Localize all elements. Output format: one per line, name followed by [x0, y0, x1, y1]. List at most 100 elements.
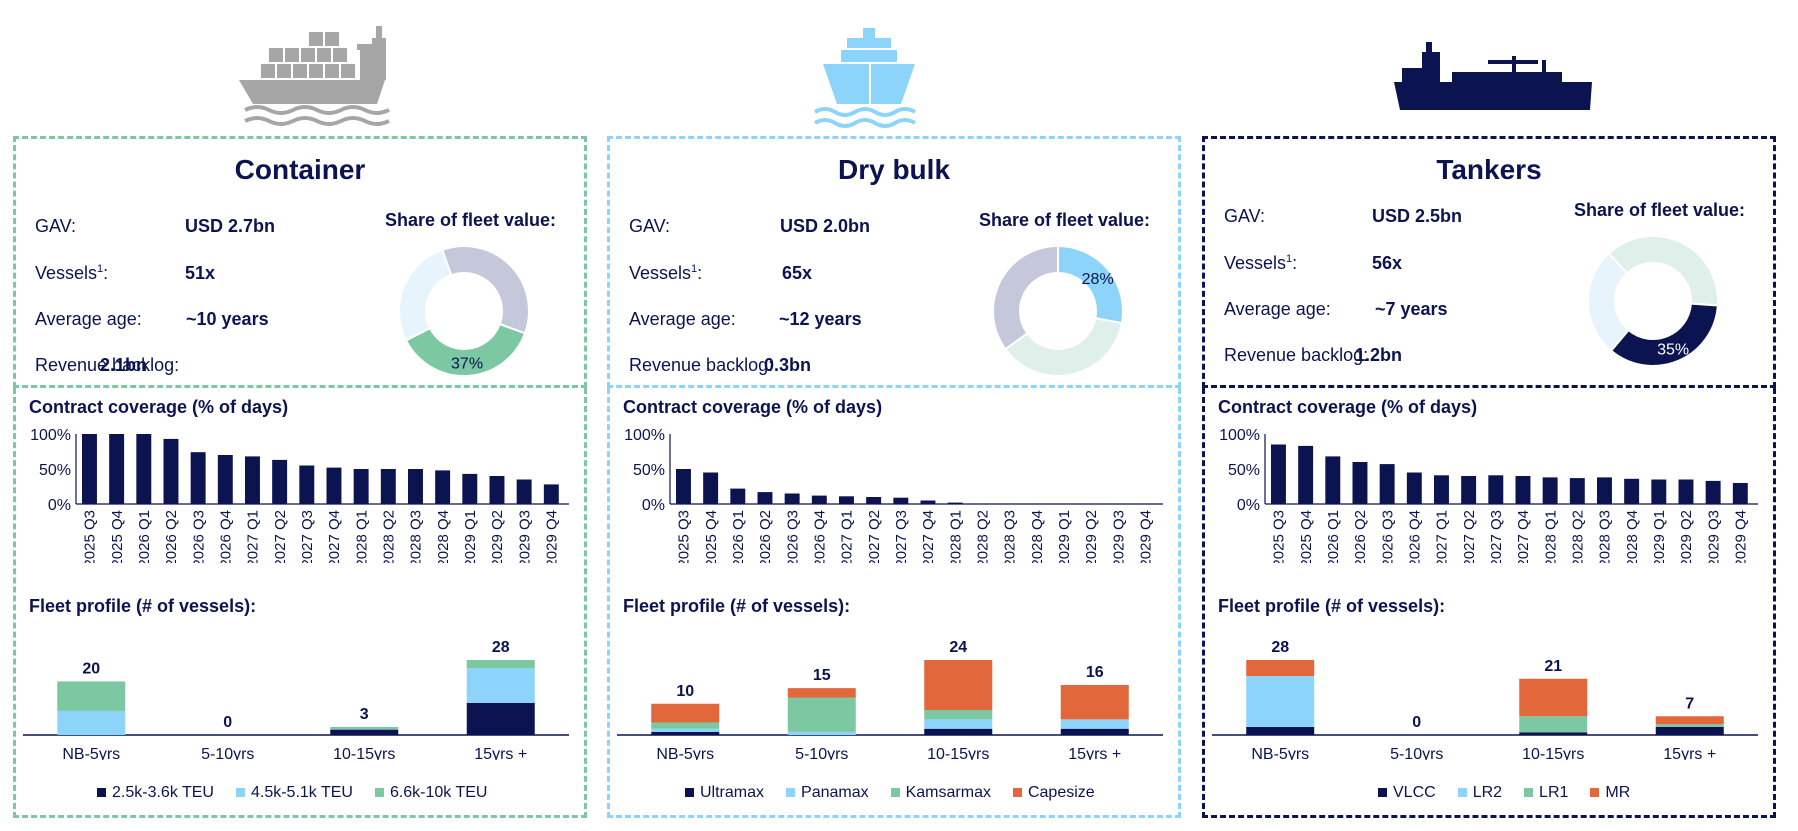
fleet-legend: VLCC LR2 LR1 MR	[1378, 784, 1652, 802]
coverage-bar	[435, 470, 451, 504]
fleet-bar-segment	[330, 729, 399, 735]
fleet-bar-segment	[466, 668, 535, 703]
gav-label: GAV:	[35, 216, 77, 236]
fleet-bar-segment	[787, 731, 856, 735]
legend-swatch	[374, 787, 384, 797]
legend-item: Kamsarmax	[890, 784, 991, 801]
vessels-colon: :	[1292, 253, 1298, 273]
legend-swatch	[890, 787, 900, 797]
footnote-marker: 1	[1286, 253, 1293, 265]
fleet-total-label: 0	[223, 714, 232, 731]
age-label: Average age:	[1224, 299, 1331, 319]
y-tick-label: 0%	[642, 497, 665, 514]
fleet-bar-segment	[1519, 732, 1588, 735]
coverage-bar	[784, 493, 800, 504]
legend-label: Panamax	[801, 784, 869, 801]
legend-swatch	[97, 787, 106, 797]
coverage-bar	[1515, 476, 1531, 504]
x-tick-label: 2029 Q1	[1056, 510, 1073, 563]
legend-item: Panamax	[786, 784, 869, 801]
fleet-category-label: 10-15yrs	[333, 746, 395, 760]
age-value: ~7 years	[1375, 299, 1448, 319]
gav-label: GAV:	[1224, 206, 1266, 226]
legend-item: LR1	[1524, 784, 1568, 801]
footnote-marker: 1	[97, 263, 104, 275]
fleet-bar-segment	[924, 728, 993, 735]
coverage-bar	[1461, 476, 1477, 504]
coverage-bar	[245, 456, 260, 504]
x-tick-label: 2029 Q2	[1083, 510, 1100, 563]
x-tick-label: 2027 Q2	[866, 510, 883, 563]
x-tick-label: 2028 Q4	[1624, 510, 1641, 563]
coverage-bar	[272, 459, 288, 504]
fleet-bar-segment	[1060, 719, 1129, 729]
legend-label: Kamsarmax	[905, 784, 991, 801]
x-tick-label: 2029 Q2	[1678, 510, 1695, 563]
x-tick-label: 2026 Q3	[1379, 510, 1396, 563]
vessels-label: Vessels1:	[35, 263, 108, 284]
x-tick-label: 2026 Q2	[163, 510, 180, 563]
coverage-bar	[543, 484, 559, 504]
fleet-bar-segment	[1246, 726, 1315, 735]
coverage-bar	[326, 467, 342, 504]
coverage-bar	[1406, 472, 1422, 504]
x-tick-label: 2028 Q4	[435, 510, 452, 563]
x-tick-label: 2025 Q4	[109, 510, 126, 563]
x-tick-label: 2028 Q3	[408, 510, 425, 563]
legend-swatch	[1378, 787, 1387, 797]
fleet-total-label: 21	[1544, 658, 1562, 675]
x-tick-label: 2026 Q3	[190, 510, 207, 563]
coverage-bar	[866, 497, 882, 504]
segment-summary-box	[13, 136, 587, 388]
fleet-category-label: 15yrs +	[1068, 746, 1121, 760]
donut-slice	[404, 322, 527, 377]
x-tick-label: 2029 Q3	[1110, 510, 1127, 563]
share-donut-chart: 35%	[1587, 235, 1719, 367]
fleet-category-label: 15yrs +	[474, 746, 527, 760]
fleet-bar-segment	[1060, 685, 1129, 720]
share-of-fleet-title: Share of fleet value:	[385, 210, 557, 230]
segment-title: Dry bulk	[837, 154, 951, 185]
share-donut-chart: 37%	[398, 245, 530, 377]
donut-slice	[1607, 235, 1719, 307]
fleet-bar-segment	[1519, 678, 1588, 717]
x-tick-label: 2026 Q4	[811, 510, 828, 563]
segment-summary-box	[607, 136, 1181, 388]
x-tick-label: 2026 Q4	[1406, 510, 1423, 563]
container-ship-icon	[239, 26, 390, 126]
legend-label: Capesize	[1027, 784, 1095, 801]
x-tick-label: 2026 Q1	[1325, 510, 1342, 563]
x-tick-label: 2027 Q3	[1488, 510, 1505, 563]
fleet-category-label: 10-15yrs	[927, 746, 989, 760]
coverage-bar	[1678, 479, 1694, 504]
x-tick-label: 2028 Q3	[1597, 510, 1614, 563]
vessels-colon: :	[697, 263, 703, 283]
x-tick-label: 2027 Q4	[326, 510, 343, 563]
y-tick-label: 100%	[624, 427, 665, 444]
legend-label: 4.5k-5.1k TEU	[250, 784, 353, 801]
donut-slice-label: 28%	[1082, 271, 1114, 288]
fleet-category-label: 5-10yrs	[795, 746, 848, 760]
fleet-bar-segment	[57, 710, 126, 735]
coverage-bar	[299, 465, 315, 504]
coverage-bar	[757, 492, 773, 504]
fleet-bar-segment	[651, 703, 720, 723]
x-tick-label: 2026 Q1	[730, 510, 747, 563]
legend-item: Capesize	[1012, 784, 1095, 801]
y-tick-label: 50%	[1228, 462, 1260, 479]
backlog-value: 2.1bn	[100, 355, 148, 375]
legend-label: Ultramax	[700, 784, 765, 801]
legend-swatch	[685, 787, 694, 797]
coverage-bar	[1298, 445, 1314, 504]
fleet-bar-segment	[57, 681, 126, 711]
coverage-bar	[1624, 478, 1640, 504]
fleet-total-label: 7	[1685, 695, 1694, 712]
fleet-profile-title: Fleet profile (# of vessels):	[623, 596, 851, 616]
legend-label: 6.6k-10k TEU	[389, 784, 488, 801]
coverage-bar	[1434, 475, 1449, 504]
x-tick-label: 2026 Q1	[136, 510, 153, 563]
coverage-bar	[1705, 480, 1721, 504]
age-label: Average age:	[629, 309, 736, 329]
coverage-bar	[839, 496, 854, 504]
backlog-value: 1.2bn	[1355, 345, 1403, 365]
